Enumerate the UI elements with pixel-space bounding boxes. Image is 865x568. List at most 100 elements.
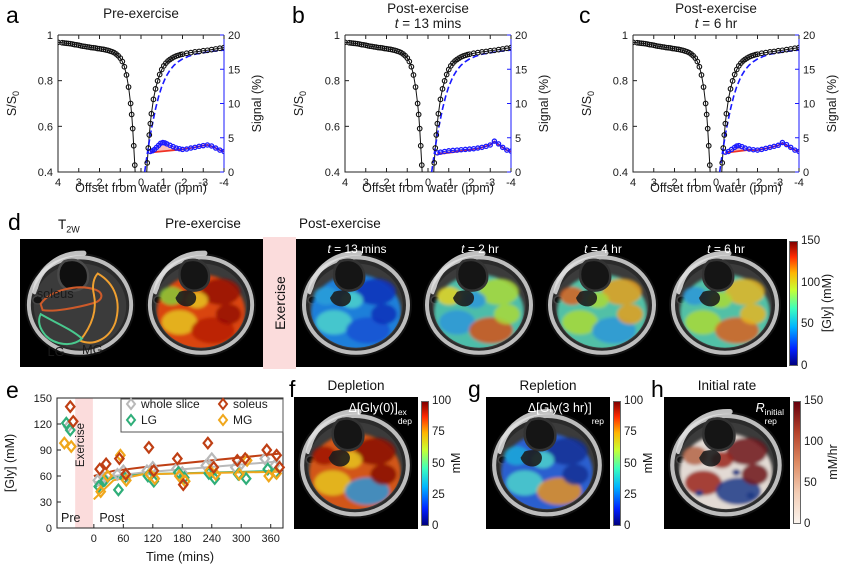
svg-text:whole slice: whole slice xyxy=(140,397,200,411)
panel-label-e: e xyxy=(6,377,19,403)
gly-map-t4hr-label: t = 4 hr xyxy=(584,242,622,256)
colorbar-tick: 0 xyxy=(804,518,811,530)
repletion-annotation: Δ[Gly(3 hr)] rep xyxy=(527,401,604,426)
gly-map-t13min: t = 13 mins xyxy=(296,239,418,367)
colorbar-tick: 100 xyxy=(801,276,821,289)
depletion-title: Depletion xyxy=(327,378,385,393)
svg-text:-4: -4 xyxy=(506,177,516,189)
pre-exercise-title: Pre-exercise xyxy=(165,216,241,231)
colorbar-initial-rate xyxy=(793,401,801,524)
initial-rate-title: Initial rate xyxy=(697,378,757,393)
depletion-annotation: Δ[Gly(0)] ex dep xyxy=(348,401,412,426)
svg-text:360: 360 xyxy=(262,533,280,545)
svg-text:0.4: 0.4 xyxy=(325,167,340,179)
svg-text:60: 60 xyxy=(117,533,129,545)
svg-text:0: 0 xyxy=(228,167,234,179)
gly-map-t6hr-label: t = 6 hr xyxy=(707,242,745,256)
svg-text:-4: -4 xyxy=(219,177,229,189)
svg-text:0: 0 xyxy=(803,167,809,179)
svg-text:S/S0: S/S0 xyxy=(292,91,308,116)
svg-text:-3: -3 xyxy=(485,177,495,189)
svg-text:Signal (%): Signal (%) xyxy=(250,75,264,133)
colorbar-tick: 100 xyxy=(432,395,452,407)
post-exercise-title: Post-exercise xyxy=(299,216,381,231)
svg-text:15: 15 xyxy=(228,64,240,76)
svg-text:1: 1 xyxy=(334,30,340,42)
panel-label-c: c xyxy=(579,2,591,28)
svg-text:120: 120 xyxy=(144,533,162,545)
svg-text:300: 300 xyxy=(232,533,250,545)
svg-text:0.6: 0.6 xyxy=(613,121,628,133)
colorbar-tick: 0 xyxy=(624,520,631,532)
svg-text:1: 1 xyxy=(622,30,628,42)
svg-text:Offset from water (ppm): Offset from water (ppm) xyxy=(650,181,782,195)
gly-time-chart: Exercise 0 60 120 180 240 300 360 0 30 60 90 120 150 T… xyxy=(3,393,286,564)
svg-text:soleus: soleus xyxy=(233,397,268,411)
svg-text:3: 3 xyxy=(363,177,369,189)
svg-text:-1: -1 xyxy=(444,177,454,189)
svg-text:20: 20 xyxy=(228,30,240,42)
svg-text:-3: -3 xyxy=(773,177,783,189)
svg-text:Pre: Pre xyxy=(61,511,81,525)
svg-text:180: 180 xyxy=(173,533,191,545)
colorbar-gly-label: [Gly] (mM) xyxy=(820,273,834,333)
svg-text:LG: LG xyxy=(141,413,157,427)
colorbar-tick: 75 xyxy=(432,426,445,439)
colorbar-depletion-ticks: 100 75 50 25 0 xyxy=(432,395,458,532)
svg-text:t = 6 hr: t = 6 hr xyxy=(695,16,738,31)
svg-text:Time (mins): Time (mins) xyxy=(146,549,214,564)
svg-text:-2: -2 xyxy=(465,177,475,189)
svg-text:4: 4 xyxy=(342,177,348,189)
colorbar-tick: 50 xyxy=(801,318,814,331)
svg-text:60: 60 xyxy=(40,471,52,483)
pre-exercise-gly-map xyxy=(142,239,262,367)
colorbar-tick: 25 xyxy=(432,488,445,501)
svg-text:0.4: 0.4 xyxy=(38,167,53,179)
svg-text:2: 2 xyxy=(96,177,102,189)
svg-text:15: 15 xyxy=(515,64,527,76)
colorbar-tick: 50 xyxy=(624,457,637,470)
svg-text:Signal (%): Signal (%) xyxy=(537,75,551,133)
colorbar-repletion-ticks: 100 75 50 25 0 xyxy=(624,395,650,532)
colorbar-tick: 50 xyxy=(804,477,817,489)
svg-text:S/S0: S/S0 xyxy=(5,91,21,116)
svg-text:0: 0 xyxy=(138,177,144,189)
svg-text:0.6: 0.6 xyxy=(38,121,53,133)
svg-text:Offset from water (ppm): Offset from water (ppm) xyxy=(75,181,207,195)
svg-text:Signal (%): Signal (%) xyxy=(825,75,839,133)
depletion-map xyxy=(294,397,418,529)
svg-text:3: 3 xyxy=(76,177,82,189)
colorbar-repletion-label: mM xyxy=(641,452,655,474)
colorbar-depletion xyxy=(421,401,429,526)
svg-text:-4: -4 xyxy=(794,177,804,189)
colorbar-depletion-label: mM xyxy=(449,452,463,474)
svg-text:Post-exercise: Post-exercise xyxy=(675,1,757,16)
svg-text:4: 4 xyxy=(630,177,636,189)
svg-text:0: 0 xyxy=(91,533,97,545)
svg-text:LG: LG xyxy=(48,344,65,359)
colorbar-gly xyxy=(789,241,798,366)
svg-text:0.6: 0.6 xyxy=(325,121,340,133)
t2w-and-pre-image-box: soleus LG MG xyxy=(20,239,263,367)
svg-text:5: 5 xyxy=(515,133,521,145)
colorbar-tick: 50 xyxy=(432,457,445,470)
svg-text:-3: -3 xyxy=(198,177,208,189)
svg-text:0: 0 xyxy=(515,167,521,179)
t2w-label: T2W xyxy=(58,217,80,235)
t2w-main: T xyxy=(58,217,67,232)
svg-text:90: 90 xyxy=(40,445,52,457)
svg-text:4: 4 xyxy=(55,177,61,189)
svg-text:30: 30 xyxy=(40,497,52,509)
svg-text:-1: -1 xyxy=(157,177,167,189)
panel-label-a: a xyxy=(6,2,19,28)
colorbar-gly-ticks: 150 100 50 0 xyxy=(801,235,835,372)
colorbar-tick: 150 xyxy=(801,235,821,247)
svg-text:5: 5 xyxy=(228,133,234,145)
colorbar-tick: 0 xyxy=(432,520,439,532)
gly-map-t6hr: t = 6 hr xyxy=(665,239,787,367)
svg-text:t = 13 mins: t = 13 mins xyxy=(395,16,462,31)
svg-text:10: 10 xyxy=(515,99,527,111)
